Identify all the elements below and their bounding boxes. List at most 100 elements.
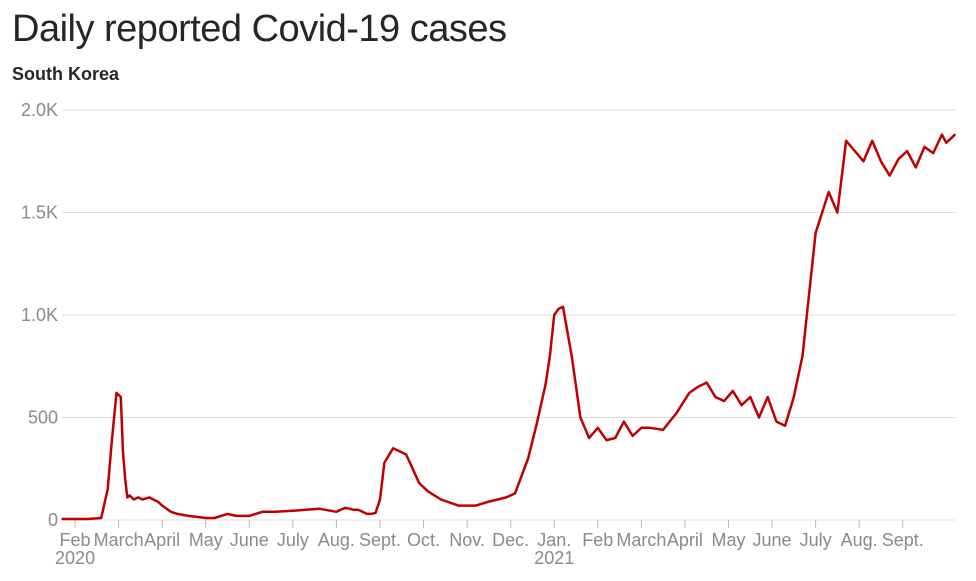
chart-subtitle: South Korea — [12, 64, 120, 84]
data-point — [124, 478, 126, 480]
x-tick-year-label: 2020 — [55, 548, 95, 568]
data-point — [845, 140, 847, 142]
data-point — [120, 396, 122, 398]
data-point — [640, 427, 643, 429]
y-tick-label: 0 — [48, 510, 58, 530]
data-point — [579, 416, 582, 419]
data-point — [292, 510, 294, 512]
data-point — [854, 150, 856, 152]
data-point — [793, 396, 795, 398]
x-tick-label: Aug. — [841, 530, 878, 550]
data-point — [148, 496, 150, 499]
data-point — [111, 437, 113, 439]
data-point — [318, 507, 320, 510]
y-tick-label: 1.5K — [21, 203, 58, 223]
data-point — [862, 160, 865, 163]
data-point — [475, 504, 477, 507]
data-point — [141, 498, 144, 501]
data-point — [87, 518, 89, 520]
data-point — [374, 512, 377, 514]
x-tick-label: Sept. — [882, 530, 924, 550]
data-point — [137, 496, 139, 499]
data-point — [527, 457, 529, 460]
data-point — [133, 498, 135, 501]
x-tick-label: May — [711, 530, 745, 550]
data-point — [261, 511, 264, 513]
data-point — [357, 509, 360, 511]
x-tick-label: Oct. — [407, 530, 440, 550]
data-point — [597, 427, 599, 429]
data-point — [235, 515, 237, 517]
data-point — [115, 392, 118, 394]
data-point — [353, 509, 355, 511]
data-point — [427, 490, 429, 493]
x-tick-label: Feb — [582, 530, 613, 550]
data-point — [379, 498, 381, 501]
x-tick-label: Sept. — [359, 530, 401, 550]
data-point — [784, 424, 786, 427]
data-point — [906, 150, 908, 152]
data-point — [814, 232, 817, 234]
data-point — [457, 504, 460, 507]
series-line — [62, 133, 956, 521]
data-point — [954, 133, 956, 136]
data-point — [649, 427, 651, 429]
data-point — [949, 137, 952, 140]
data-point — [496, 498, 499, 501]
data-point — [126, 496, 129, 499]
data-point — [888, 174, 891, 177]
data-point — [440, 498, 442, 501]
data-point — [732, 390, 734, 392]
series-layer — [61, 133, 956, 521]
data-point — [623, 420, 625, 423]
data-point — [758, 416, 760, 419]
data-point — [941, 133, 943, 136]
data-point — [923, 146, 926, 148]
data-point — [705, 381, 708, 384]
data-point — [880, 160, 882, 163]
data-point — [176, 513, 179, 515]
data-point — [274, 511, 277, 513]
x-tick-label: March — [616, 530, 666, 550]
data-point — [932, 152, 934, 154]
data-point — [631, 435, 634, 437]
x-tick-label: April — [144, 530, 180, 550]
data-point — [226, 513, 229, 515]
data-point — [557, 308, 560, 310]
data-point — [945, 142, 948, 144]
y-tick-label: 2.0K — [21, 100, 58, 120]
data-point — [418, 482, 421, 484]
data-point — [305, 509, 307, 511]
data-point — [836, 211, 839, 214]
data-point — [740, 404, 743, 407]
x-tick-label: Jan. — [537, 530, 571, 550]
data-point — [827, 191, 830, 193]
data-point — [915, 166, 917, 169]
data-point — [392, 447, 394, 450]
data-point — [562, 306, 564, 308]
data-point — [366, 513, 368, 515]
x-tick-label: July — [800, 530, 832, 550]
data-point — [106, 488, 109, 491]
data-point — [505, 496, 508, 499]
y-tick-label: 500 — [28, 408, 58, 428]
data-point — [570, 355, 573, 357]
data-point — [514, 492, 516, 495]
data-point — [766, 396, 769, 398]
data-point — [122, 451, 124, 454]
data-point — [488, 500, 490, 503]
data-point — [128, 494, 131, 497]
data-point — [161, 504, 163, 507]
data-point — [749, 396, 752, 398]
data-point — [544, 383, 547, 386]
x-tick-label: Feb — [60, 530, 91, 550]
x-tick-label: June — [230, 530, 269, 550]
data-point — [213, 517, 216, 519]
gridlines — [62, 109, 955, 521]
data-point — [871, 140, 873, 142]
x-tick-year-label: 2021 — [534, 548, 574, 568]
data-point — [697, 386, 699, 388]
x-tick-label: Aug. — [318, 530, 355, 550]
